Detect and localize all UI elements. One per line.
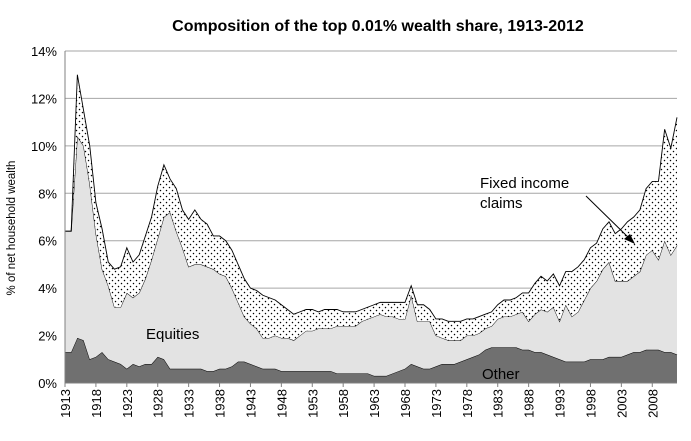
y-tick-label: 14%	[31, 44, 57, 59]
x-tick-label: 2008	[645, 389, 660, 418]
axes: 0% 2% 4% 6% 8% 10% 12% 14% 1913 1918 1923 1928 1933 1…	[31, 44, 677, 418]
annotation-fixed-income-line2: claims	[480, 195, 523, 212]
x-tick-label: 2003	[614, 389, 629, 418]
x-tick-label: 1953	[305, 389, 320, 418]
x-tick-label: 1948	[274, 389, 289, 418]
x-tick-label: 1963	[367, 389, 382, 418]
x-tick-label: 1983	[491, 389, 506, 418]
x-tick-label: 1923	[120, 389, 135, 418]
y-tick-label: 4%	[38, 281, 57, 296]
x-tick-label: 1928	[151, 389, 166, 418]
y-tick-label: 10%	[31, 139, 57, 154]
x-tick-label: 1973	[429, 389, 444, 418]
area-other	[65, 337, 677, 383]
x-tick-label: 1913	[58, 389, 73, 418]
x-tick-label: 1988	[522, 389, 537, 418]
x-tick-label: 1968	[398, 389, 413, 418]
stacked-areas	[65, 74, 678, 383]
y-tick-label: 6%	[38, 234, 57, 249]
area-equities	[65, 136, 677, 376]
x-tick-label: 1978	[460, 389, 475, 418]
annotation-arrow-head	[624, 234, 635, 244]
y-tick-label: 0%	[38, 376, 57, 391]
x-tick-label: 1943	[243, 389, 258, 418]
annotation-other: Other	[482, 366, 520, 383]
y-tick-label: 2%	[38, 329, 57, 344]
x-tick-label: 1958	[336, 389, 351, 418]
x-tick-label: 1993	[553, 389, 568, 418]
x-tick-label: 1938	[213, 389, 228, 418]
y-tick-label: 8%	[38, 186, 57, 201]
y-tick-label: 12%	[31, 91, 57, 106]
x-tick-label: 1933	[182, 389, 197, 418]
chart-title: Composition of the top 0.01% wealth shar…	[172, 18, 584, 35]
y-axis-label: % of net household wealth	[6, 161, 18, 296]
annotation-equities: Equities	[146, 326, 199, 343]
x-tick-label: 1918	[89, 389, 104, 418]
series-line-fixed-income-claims	[65, 74, 678, 322]
annotation-fixed-income-line1: Fixed income	[480, 175, 569, 192]
x-tick-label: 1998	[583, 389, 598, 418]
annotation-arrow-line	[585, 195, 633, 242]
